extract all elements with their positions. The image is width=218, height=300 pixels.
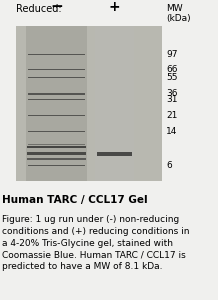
Text: +: + bbox=[109, 1, 121, 14]
Bar bbox=[97, 152, 133, 156]
Text: 55: 55 bbox=[166, 73, 178, 82]
Bar bbox=[28, 93, 85, 94]
Bar bbox=[27, 146, 86, 148]
FancyBboxPatch shape bbox=[95, 26, 135, 181]
Text: −: − bbox=[50, 0, 63, 14]
Bar bbox=[28, 144, 85, 145]
Text: 36: 36 bbox=[166, 89, 178, 98]
Bar bbox=[28, 76, 85, 78]
Bar bbox=[28, 115, 85, 116]
Bar bbox=[28, 99, 85, 101]
Text: 6: 6 bbox=[166, 161, 172, 170]
Text: 14: 14 bbox=[166, 127, 177, 136]
Text: 97: 97 bbox=[166, 50, 178, 59]
Text: Reduced:: Reduced: bbox=[16, 4, 61, 14]
Text: 31: 31 bbox=[166, 95, 178, 104]
FancyBboxPatch shape bbox=[26, 26, 87, 181]
Bar bbox=[27, 152, 86, 155]
Bar bbox=[28, 54, 85, 55]
Text: Figure: 1 ug run under (-) non-reducing
conditions and (+) reducing conditions i: Figure: 1 ug run under (-) non-reducing … bbox=[2, 215, 189, 272]
Text: MW
(kDa): MW (kDa) bbox=[166, 4, 191, 23]
Bar bbox=[28, 69, 85, 70]
Bar bbox=[28, 131, 85, 132]
Text: 66: 66 bbox=[166, 65, 178, 74]
Bar bbox=[27, 158, 86, 160]
Bar bbox=[28, 165, 85, 166]
Text: 21: 21 bbox=[166, 111, 177, 120]
FancyBboxPatch shape bbox=[16, 26, 162, 181]
Text: Human TARC / CCL17 Gel: Human TARC / CCL17 Gel bbox=[2, 195, 148, 206]
